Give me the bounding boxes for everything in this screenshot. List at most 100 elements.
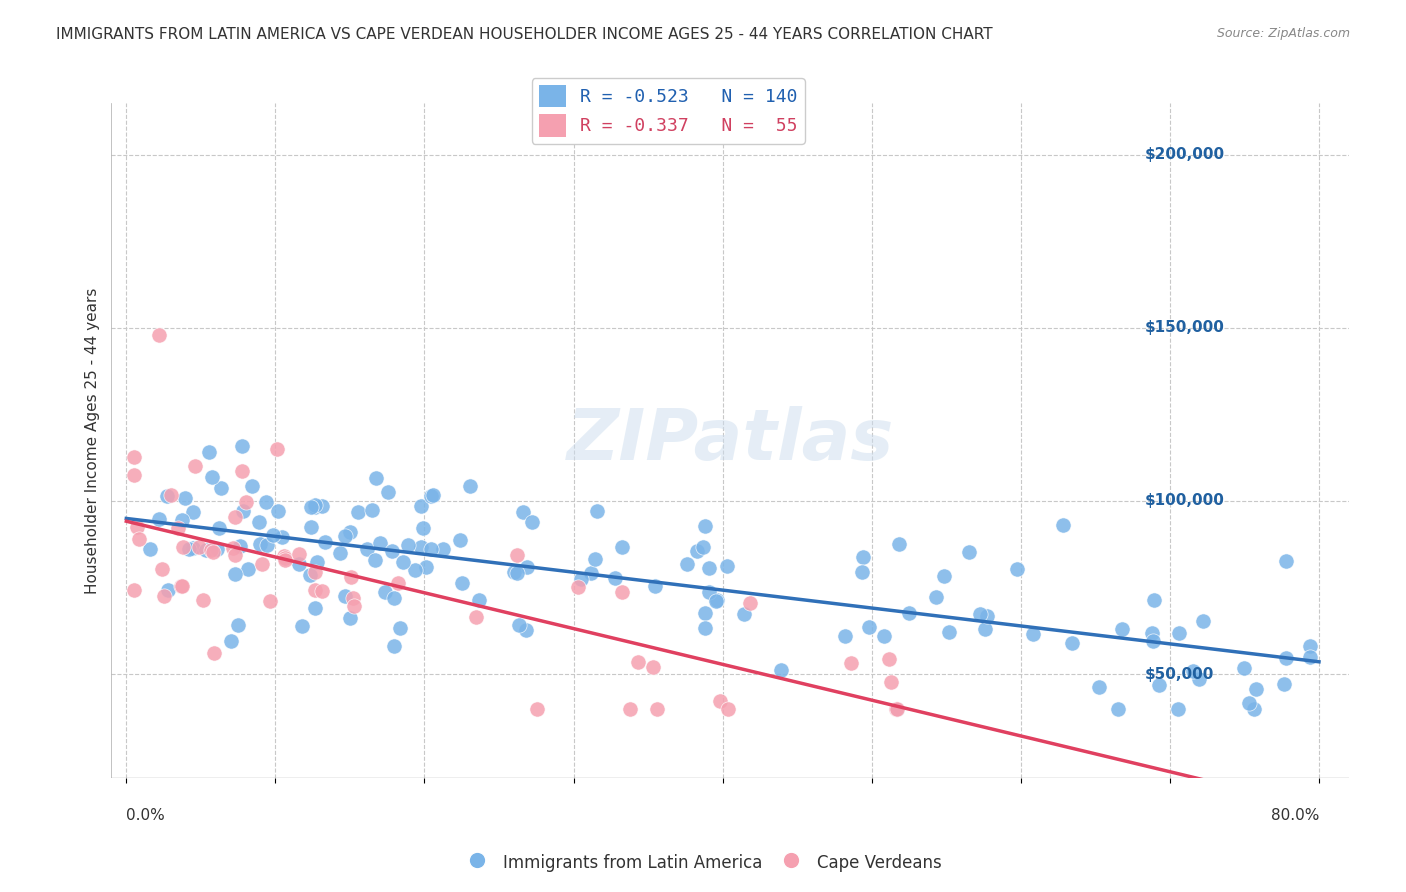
Point bbox=[1140, 626, 1163, 640]
Point bbox=[1052, 518, 1074, 533]
Point bbox=[235, 495, 257, 509]
Point bbox=[256, 538, 278, 552]
Point bbox=[412, 521, 434, 535]
Point bbox=[938, 624, 960, 639]
Y-axis label: Householder Income Ages 25 - 44 years: Householder Income Ages 25 - 44 years bbox=[86, 287, 100, 593]
Point bbox=[368, 536, 391, 550]
Point bbox=[770, 664, 793, 678]
Point bbox=[148, 327, 170, 342]
Point bbox=[886, 701, 908, 715]
Point bbox=[219, 634, 242, 648]
Point bbox=[340, 569, 363, 583]
Point bbox=[515, 623, 537, 637]
Point bbox=[298, 567, 321, 582]
Point bbox=[274, 552, 297, 566]
Point bbox=[852, 549, 875, 564]
Point bbox=[240, 479, 263, 493]
Point bbox=[520, 515, 543, 529]
Point bbox=[202, 544, 225, 558]
Point bbox=[304, 582, 326, 597]
Point bbox=[834, 628, 856, 642]
Point bbox=[209, 482, 232, 496]
Point bbox=[709, 694, 731, 708]
Point bbox=[569, 573, 592, 587]
Point bbox=[271, 530, 294, 544]
Point bbox=[342, 591, 364, 606]
Point bbox=[969, 607, 991, 621]
Point bbox=[889, 537, 911, 551]
Point bbox=[1188, 672, 1211, 686]
Point bbox=[184, 459, 207, 474]
Point bbox=[693, 607, 716, 621]
Point bbox=[585, 504, 607, 518]
Point bbox=[229, 539, 252, 553]
Point bbox=[458, 479, 481, 493]
Point bbox=[422, 488, 444, 502]
Point bbox=[387, 575, 409, 590]
Point bbox=[925, 590, 948, 604]
Point bbox=[304, 498, 326, 512]
Point bbox=[839, 656, 862, 670]
Point bbox=[347, 505, 370, 519]
Point bbox=[343, 599, 366, 613]
Point bbox=[200, 542, 222, 557]
Point bbox=[1182, 664, 1205, 678]
Point bbox=[612, 540, 634, 554]
Text: $200,000: $200,000 bbox=[1144, 147, 1225, 162]
Point bbox=[420, 541, 443, 556]
Point bbox=[252, 557, 274, 571]
Point bbox=[389, 621, 412, 635]
Point bbox=[299, 500, 322, 514]
Point bbox=[288, 557, 311, 571]
Point bbox=[188, 541, 211, 555]
Point bbox=[567, 580, 589, 594]
Point bbox=[449, 533, 471, 548]
Point bbox=[396, 538, 419, 552]
Point bbox=[733, 607, 755, 621]
Point bbox=[305, 555, 328, 569]
Point bbox=[181, 541, 204, 555]
Point bbox=[706, 593, 728, 607]
Point bbox=[1299, 639, 1322, 653]
Point bbox=[1168, 626, 1191, 640]
Text: 0.0%: 0.0% bbox=[127, 808, 165, 823]
Point bbox=[704, 594, 727, 608]
Point bbox=[1022, 627, 1045, 641]
Point bbox=[851, 566, 873, 580]
Point bbox=[619, 701, 641, 715]
Point bbox=[505, 566, 527, 580]
Point bbox=[516, 560, 538, 574]
Point bbox=[262, 528, 284, 542]
Point bbox=[381, 544, 404, 558]
Point bbox=[224, 510, 246, 524]
Point bbox=[266, 504, 288, 518]
Point bbox=[177, 542, 200, 557]
Point bbox=[122, 583, 145, 598]
Point bbox=[148, 512, 170, 526]
Point bbox=[693, 519, 716, 533]
Point bbox=[167, 521, 190, 535]
Point bbox=[205, 541, 228, 556]
Point bbox=[172, 540, 194, 554]
Point bbox=[404, 563, 426, 577]
Point bbox=[583, 552, 606, 566]
Point bbox=[692, 540, 714, 554]
Point bbox=[693, 621, 716, 635]
Point bbox=[194, 542, 217, 557]
Point bbox=[1275, 554, 1298, 568]
Point bbox=[157, 582, 180, 597]
Point bbox=[304, 600, 326, 615]
Point bbox=[266, 442, 288, 457]
Point bbox=[886, 701, 908, 715]
Point bbox=[934, 569, 956, 583]
Point bbox=[299, 520, 322, 534]
Point bbox=[627, 655, 650, 669]
Point bbox=[382, 591, 405, 606]
Point bbox=[411, 499, 433, 513]
Point bbox=[335, 529, 357, 543]
Point bbox=[193, 593, 215, 607]
Point bbox=[174, 491, 197, 505]
Point bbox=[581, 566, 603, 580]
Legend: R = -0.523   N = 140, R = -0.337   N =  55: R = -0.523 N = 140, R = -0.337 N = 55 bbox=[531, 78, 806, 144]
Point bbox=[128, 532, 150, 546]
